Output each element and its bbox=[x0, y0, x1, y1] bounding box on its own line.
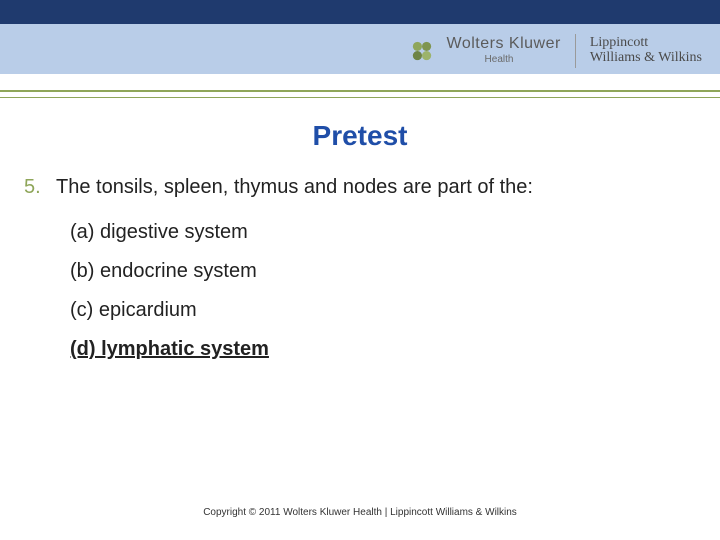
question-block: 5. The tonsils, spleen, thymus and nodes… bbox=[24, 176, 696, 361]
brand-lww-line1: Lippincott bbox=[590, 36, 702, 51]
brand-wk-sub: Health bbox=[485, 55, 514, 66]
option-c: (c) epicardium bbox=[70, 299, 696, 322]
option-d: (d) lymphatic system bbox=[70, 338, 696, 361]
slide: Wolters Kluwer Health Lippincott William… bbox=[0, 0, 720, 540]
header: Wolters Kluwer Health Lippincott William… bbox=[0, 0, 720, 90]
question-line: 5. The tonsils, spleen, thymus and nodes… bbox=[24, 176, 696, 199]
header-rule-bottom bbox=[0, 97, 720, 98]
brand-block: Wolters Kluwer Health Lippincott William… bbox=[411, 34, 702, 68]
brand-lww-line2: Williams & Wilkins bbox=[590, 51, 702, 66]
question-number: 5. bbox=[24, 176, 46, 199]
slide-title: Pretest bbox=[0, 120, 720, 152]
option-b: (b) endocrine system bbox=[70, 260, 696, 283]
question-text: The tonsils, spleen, thymus and nodes ar… bbox=[56, 176, 533, 199]
options-list: (a) digestive system (b) endocrine syste… bbox=[70, 221, 696, 361]
four-leaf-icon bbox=[411, 40, 433, 62]
copyright-footer: Copyright © 2011 Wolters Kluwer Health |… bbox=[0, 507, 720, 518]
option-a: (a) digestive system bbox=[70, 221, 696, 244]
header-rule-top bbox=[0, 90, 720, 92]
header-band-dark bbox=[0, 0, 720, 24]
brand-wk-name: Wolters Kluwer bbox=[447, 36, 561, 53]
brand-wk: Wolters Kluwer Health bbox=[447, 36, 561, 65]
brand-divider bbox=[575, 34, 576, 68]
brand-lww: Lippincott Williams & Wilkins bbox=[590, 36, 702, 65]
